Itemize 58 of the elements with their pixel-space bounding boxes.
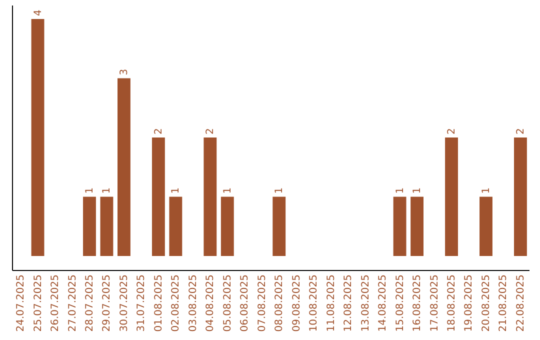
x-tick-label: 20.08.2025 — [480, 274, 492, 332]
x-tick-label: 09.08.2025 — [291, 274, 302, 332]
x-tick-label: 12.08.2025 — [343, 274, 354, 332]
data-label: 1 — [394, 187, 406, 194]
bar — [118, 78, 130, 256]
data-label: 1 — [412, 187, 424, 194]
bar — [480, 196, 492, 256]
x-tick-label: 16.08.2025 — [412, 274, 424, 332]
data-label: 1 — [102, 187, 113, 194]
bar — [514, 138, 527, 256]
bar — [83, 196, 96, 256]
x-tick-label: 15.08.2025 — [394, 274, 406, 332]
x-tick-label: 04.08.2025 — [205, 274, 216, 332]
x-tick-label: 27.07.2025 — [67, 274, 78, 332]
data-label: 1 — [274, 187, 286, 194]
data-label: 1 — [222, 187, 234, 194]
bar — [152, 138, 165, 256]
x-tick-label: 31.07.2025 — [136, 274, 148, 332]
x-tick-label: 05.08.2025 — [222, 274, 234, 332]
x-tick-label: 03.08.2025 — [188, 274, 199, 332]
x-tick-label: 22.08.2025 — [515, 274, 526, 332]
bar — [220, 196, 234, 256]
x-tick-label: 25.07.2025 — [32, 274, 44, 332]
x-tick-label: 30.07.2025 — [118, 274, 130, 332]
data-label: 3 — [118, 68, 130, 76]
data-label: 4 — [32, 10, 44, 16]
x-tick-label: 21.08.2025 — [498, 274, 510, 332]
x-tick-label: 29.07.2025 — [102, 274, 113, 332]
data-label: 2 — [153, 128, 164, 134]
bar — [445, 138, 458, 256]
x-tick-label: 13.08.2025 — [360, 274, 372, 332]
x-tick-label: 02.08.2025 — [170, 274, 182, 332]
bar — [204, 138, 217, 256]
bar — [410, 196, 424, 256]
bar — [272, 196, 286, 256]
bar — [169, 196, 182, 256]
x-tick-label: 24.07.2025 — [16, 274, 27, 332]
bar — [31, 19, 44, 256]
data-label: 2 — [515, 128, 526, 134]
x-tick-label: 11.08.2025 — [326, 274, 337, 332]
x-tick-label: 18.08.2025 — [446, 274, 458, 332]
bar — [100, 196, 114, 256]
x-tick-label: 14.08.2025 — [378, 274, 389, 332]
x-tick-label: 19.08.2025 — [464, 274, 475, 332]
x-tick-label: 10.08.2025 — [308, 274, 320, 332]
x-tick-label: 17.08.2025 — [429, 274, 440, 332]
data-label: 1 — [170, 187, 182, 194]
data-label: 2 — [205, 128, 216, 134]
data-label: 2 — [446, 128, 458, 134]
x-tick-label: 26.07.2025 — [50, 274, 62, 332]
x-tick-label: 28.07.2025 — [84, 274, 96, 332]
x-tick-label: 07.08.2025 — [256, 274, 268, 332]
x-tick-label: 06.08.2025 — [240, 274, 251, 332]
data-label: 1 — [84, 187, 96, 194]
bar — [393, 196, 406, 256]
x-tick-label: 08.08.2025 — [274, 274, 286, 332]
x-tick-label: 01.08.2025 — [153, 274, 164, 332]
data-label: 1 — [480, 187, 492, 194]
